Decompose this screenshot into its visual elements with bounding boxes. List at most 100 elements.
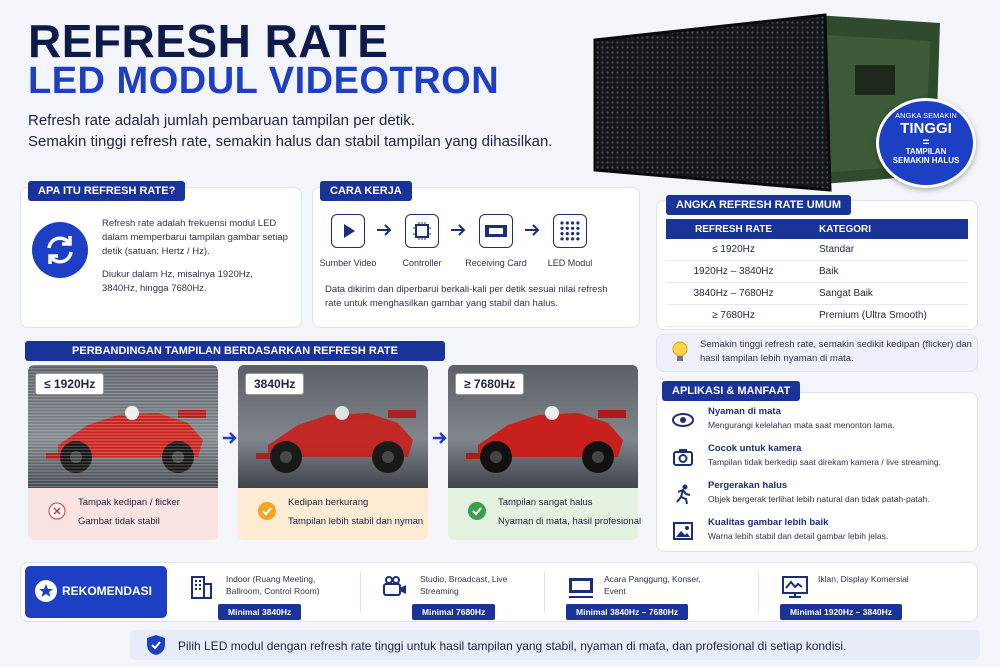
element — [258, 502, 276, 520]
applications-card — [656, 392, 978, 552]
header-cell: REFRESH RATE — [694, 223, 773, 235]
step-label: Controller — [402, 258, 442, 268]
note-icon — [258, 502, 276, 525]
element — [485, 225, 507, 237]
rec-badge: Minimal 3840Hz — [218, 604, 302, 620]
arrow — [432, 430, 448, 451]
step-icon — [405, 214, 439, 248]
section-title: PERBANDINGAN TAMPILAN BERDASARKAN REFRES… — [25, 341, 445, 361]
rate-table: REFRESH RATE KATEGORI ≤ 1920Hz Standar 1920H… — [666, 219, 968, 327]
table-cell: ≥ 7680Hz — [712, 310, 755, 321]
section-title: APLIKASI & MANFAAT — [662, 381, 801, 401]
rec-icon — [566, 574, 596, 605]
element — [468, 502, 486, 520]
step-icon — [553, 214, 587, 248]
element — [344, 224, 355, 238]
what-is-card — [20, 187, 302, 328]
star-icon — [35, 580, 57, 602]
rec-desc: Indoor (Ruang Meeting, Ballroom, Control… — [226, 574, 320, 596]
divider — [544, 572, 545, 612]
badge-bottom: TAMPILAN — [905, 147, 947, 156]
element — [672, 413, 694, 427]
step-label: Sumber Video — [319, 258, 377, 268]
element — [223, 432, 237, 444]
step-label: Receiving Card — [465, 258, 527, 268]
panel-note: Nyaman di mata, hasil profesional — [498, 516, 642, 527]
arrow — [523, 222, 543, 243]
footer-bar — [130, 630, 980, 660]
element — [433, 432, 447, 444]
element — [377, 224, 392, 236]
badge-bottom: SEMAKIN HALUS — [892, 156, 960, 165]
app-icon — [672, 409, 694, 436]
app-icon — [672, 483, 694, 510]
recommendation-title: REKOMENDASI — [62, 584, 153, 598]
table-row: ≥ 7680Hz Premium (Ultra Smooth) — [666, 305, 968, 327]
app-desc: Warna lebih stabil dan detail gambar leb… — [708, 531, 889, 541]
panel-label: ≤ 1920Hz — [35, 373, 105, 395]
app-title: Kualitas gambar lebih baik — [708, 517, 829, 528]
title-line2: LED MODUL VIDEOTRON — [28, 60, 500, 102]
comparison-image — [238, 365, 428, 488]
note-box — [656, 334, 978, 372]
note-icon — [48, 502, 66, 525]
rec-icon — [382, 574, 408, 605]
panel-note: Tampak kedipan / flicker — [78, 497, 180, 508]
element — [673, 522, 693, 540]
panel-label: 3840Hz — [245, 373, 305, 395]
arrow — [375, 222, 395, 243]
app-title: Pergerakan halus — [708, 480, 788, 491]
element — [569, 578, 593, 598]
divider — [360, 572, 361, 612]
rec-desc: Acara Panggung, Konser, Event — [604, 574, 701, 596]
description-line: Refresh rate adalah jumlah pembaruan tam… — [28, 112, 415, 129]
element — [48, 502, 66, 520]
what-is-text: Diukur dalam Hz, misalnya 1920Hz, 3840Hz… — [102, 269, 254, 294]
element — [383, 576, 406, 596]
element — [673, 449, 693, 466]
section-title: CARA KERJA — [320, 181, 412, 201]
step-icon — [479, 214, 513, 248]
panel-label: ≥ 7680Hz — [455, 373, 525, 395]
element — [676, 484, 691, 505]
app-desc: Mengurangi kelelahan mata saat menonton … — [708, 420, 895, 430]
panel-note: Kedipan berkurang — [288, 497, 369, 508]
arrow — [449, 222, 469, 243]
app-title: Nyaman di mata — [708, 406, 781, 417]
element — [191, 576, 212, 599]
badge-big: TINGGI — [900, 120, 952, 137]
rec-icon — [780, 574, 810, 605]
table-cell: Standar — [819, 244, 855, 255]
divider — [758, 572, 759, 612]
title-line1: REFRESH RATE — [28, 15, 389, 67]
element — [782, 576, 808, 598]
section-title: ANGKA REFRESH RATE UMUM — [666, 195, 851, 215]
panel-note: Tampilan sangat halus — [498, 497, 593, 508]
panel-note: Tampilan lebih stabil dan nyman — [288, 516, 424, 527]
description-line: Semakin tinggi refresh rate, semakin hal… — [28, 133, 553, 150]
badge: ANGKA SEMAKIN TINGGI = TAMPILAN SEMAKIN … — [876, 98, 976, 188]
step-icon — [331, 214, 365, 248]
element — [413, 222, 431, 240]
table-row: 1920Hz – 3840Hz Baik — [666, 261, 968, 283]
element — [525, 224, 540, 236]
how-card — [312, 187, 640, 328]
how-text: Data dikirim dan diperbarui berkali-kali… — [325, 284, 608, 309]
shield-icon — [147, 635, 165, 655]
note-icon — [468, 502, 486, 525]
element — [238, 365, 428, 488]
app-icon — [672, 446, 694, 473]
refresh-icon — [32, 222, 88, 278]
app-title: Cocok untuk kamera — [708, 443, 802, 454]
footer-text: Pilih LED modul dengan refresh rate ting… — [178, 639, 847, 653]
what-is-text: Refresh rate adalah frekuensi modul LED … — [102, 218, 288, 257]
table-cell: ≤ 1920Hz — [712, 244, 755, 255]
table-header: REFRESH RATE KATEGORI — [666, 219, 968, 239]
arrow — [222, 430, 238, 451]
table-cell: 3840Hz – 7680Hz — [693, 288, 774, 299]
rec-badge: Minimal 7680Hz — [412, 604, 496, 620]
step-label: LED Modul — [547, 258, 593, 268]
rec-desc: Iklan, Display Komersial — [818, 574, 909, 584]
table-row: 3840Hz – 7680Hz Sangat Baik — [666, 283, 968, 305]
